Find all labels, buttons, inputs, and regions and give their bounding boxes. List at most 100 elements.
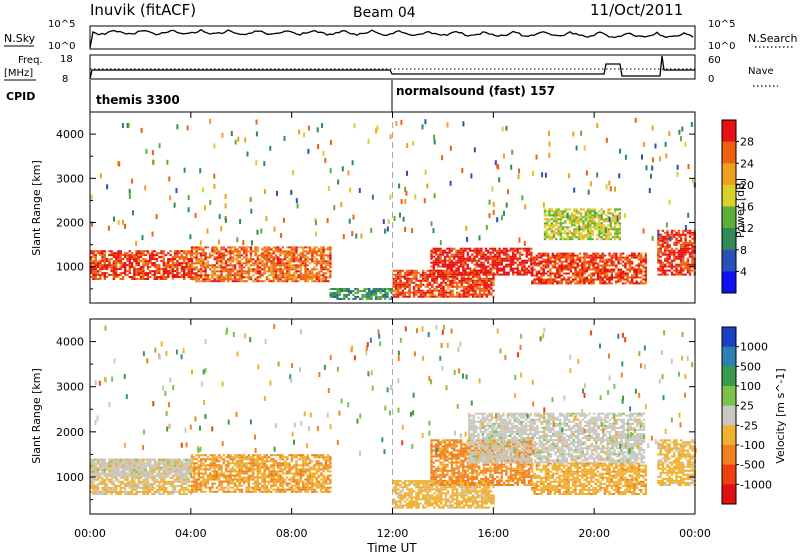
velocity-echo-cell [240,470,244,473]
power-echo-cell [464,249,467,252]
velocity-echo-cell [231,478,235,481]
power-echo-cell [518,257,522,260]
power-echo-cell [546,214,549,217]
power-echo-cell [295,252,298,255]
power-echo-cell [493,255,497,258]
power-echo-cell [615,276,618,279]
power-echo-cell [550,224,553,227]
power-echo-cell [180,276,184,278]
power-echo-cell [569,260,573,263]
power-echo-cell [505,202,508,208]
power-echo-cell [471,275,475,278]
power-echo-cell [286,262,289,265]
velocity-echo-cell [209,472,212,475]
power-echo-cell [431,283,434,286]
power-echo-cell [487,273,490,276]
power-echo-cell [628,268,632,271]
power-echo-cell [386,293,389,296]
power-echo-cell [575,232,578,235]
power-echo-cell [169,195,172,201]
power-echo-cell [547,258,550,261]
power-echo-cell [507,265,510,268]
power-echo-cell [160,250,163,253]
velocity-echo-cell [169,482,172,485]
power-echo-cell [580,234,583,237]
velocity-echo-cell [195,458,198,461]
power-echo-cell [580,232,583,235]
power-echo-cell [602,226,606,229]
velocity-echo-cell [197,460,200,463]
power-echo-cell [185,274,188,276]
power-echo-cell [256,280,259,283]
power-echo-cell [467,275,470,278]
power-echo-cell [572,260,575,263]
power-echo-cell [392,277,395,280]
power-echo-cell [547,270,550,273]
power-echo-cell [564,222,567,225]
power-echo-cell [498,249,501,252]
velocity-echo-cell [155,480,159,483]
power-echo-cell [220,276,223,279]
power-echo-cell [466,255,469,258]
velocity-echo-cell [222,462,225,465]
power-echo-cell [489,255,492,258]
power-echo-cell [243,246,246,249]
power-echo-cell [491,186,494,192]
power-echo-cell [209,256,212,259]
power-echo-cell [575,222,578,225]
power-echo-cell [146,276,150,278]
power-echo-cell [302,246,305,249]
power-echo-cell [202,274,205,277]
power-echo-cell [608,282,611,285]
power-echo-cell [121,262,125,265]
power-echo-cell [254,248,257,251]
power-echo-cell [430,265,433,268]
power-echo-cell [459,259,463,262]
power-echo-cell [331,288,335,290]
power-echo-cell [624,264,627,267]
power-echo-cell [151,150,154,156]
power-echo-cell [521,265,524,268]
power-echo-cell [406,269,409,272]
power-echo-cell [516,251,519,254]
power-echo-cell [572,264,575,267]
power-echo-cell [637,254,641,257]
power-echo-cell [415,273,418,276]
velocity-echo-cell [90,470,93,473]
power-echo-cell [462,289,466,292]
power-echo-cell [644,266,647,269]
velocity-echo-cell [215,470,219,473]
power-echo-cell [209,199,212,205]
power-echo-cell [272,276,275,279]
power-echo-cell [146,264,150,267]
power-echo-cell [590,256,593,259]
power-echo-cell [587,256,591,259]
power-echo-cell [363,295,366,298]
power-echo-cell [441,273,445,276]
power-echo-cell [236,260,239,263]
power-echo-cell [256,248,259,251]
velocity-echo-cell [96,493,100,495]
power-echo-cell [682,243,685,246]
power-echo-cell [577,210,581,213]
power-echo-cell [320,252,323,255]
power-echo-cell [193,246,196,249]
power-echo-cell [245,270,248,273]
velocity-echo-cell [151,484,154,487]
power-echo-cell [322,266,325,269]
power-echo-cell [176,254,179,257]
power-echo-cell [173,262,177,265]
velocity-echo-cell [220,456,223,459]
power-echo-cell [224,203,227,209]
power-echo-cell [547,264,550,267]
power-echo-cell [615,256,618,259]
velocity-echo-cell [155,478,159,481]
power-echo-cell [288,254,291,257]
power-echo-cell [561,228,565,231]
power-echo-cell [229,258,232,261]
power-echo-cell [575,208,578,211]
power-echo-cell [252,268,255,271]
power-echo-cell [247,276,250,279]
power-echo-cell [155,254,159,257]
power-echo-cell [439,271,442,274]
